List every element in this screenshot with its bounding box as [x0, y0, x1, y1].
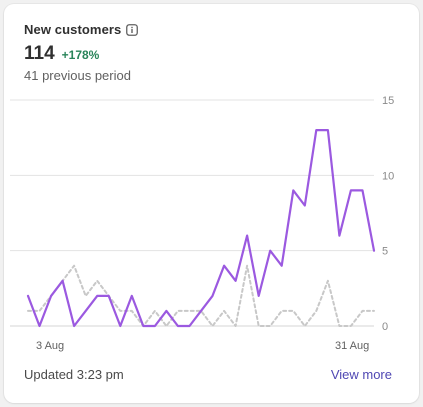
metric-row: 114 +178%	[24, 43, 99, 65]
previous-period-series-line	[27, 264, 375, 327]
x-tick-label-end: 31 Aug	[335, 340, 369, 352]
metric-value: 114	[24, 43, 55, 64]
new-customers-card: New customers 114 +178% 41 previous peri…	[4, 4, 419, 403]
current-period-series-line	[26, 128, 376, 328]
y-tick-label-0: 0	[382, 321, 388, 333]
y-tick-label-10: 10	[382, 170, 394, 182]
card-header: New customers	[24, 19, 139, 39]
previous-period-text: 41 previous period	[24, 68, 131, 83]
line-chart: 0 5 10 15 3 Aug 31 Aug	[10, 95, 394, 352]
card-title: New customers	[24, 21, 122, 37]
updated-timestamp: Updated 3:23 pm	[24, 367, 124, 382]
y-tick-label-15: 15	[382, 95, 394, 107]
info-icon[interactable]	[126, 23, 139, 36]
x-tick-label-start: 3 Aug	[36, 340, 64, 352]
y-tick-label-5: 5	[382, 246, 388, 258]
metric-change-badge: +178%	[61, 48, 100, 62]
view-more-link[interactable]: View more	[330, 367, 392, 382]
